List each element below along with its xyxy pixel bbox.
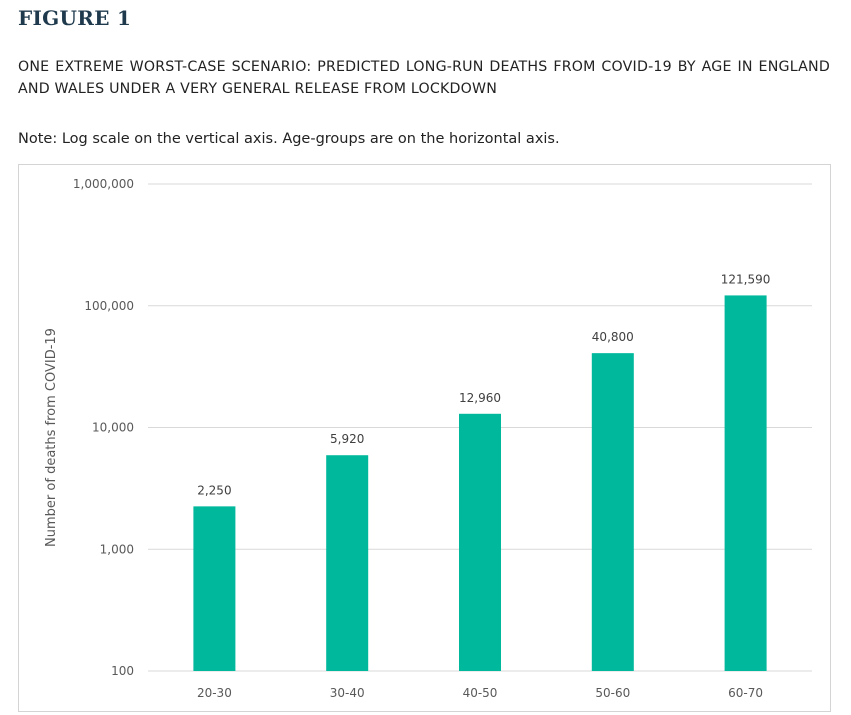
y-tick-label: 10,000 <box>92 421 134 435</box>
x-tick-label: 30-40 <box>330 686 365 700</box>
bar <box>591 353 634 671</box>
y-axis-title: Number of deaths from COVID-19 <box>44 328 59 547</box>
figure-label: FIGURE 1 <box>18 6 132 30</box>
x-tick-label: 50-60 <box>595 686 630 700</box>
data-label: 5,920 <box>330 432 364 446</box>
chart-title: ONE EXTREME WORST-CASE SCENARIO: PREDICT… <box>18 59 830 97</box>
data-label: 12,960 <box>459 391 501 405</box>
bar <box>459 413 501 671</box>
y-tick-label: 1,000,000 <box>73 177 134 191</box>
chart-frame <box>18 164 831 712</box>
y-tick-label: 1,000 <box>100 542 134 556</box>
data-label: 2,250 <box>197 483 231 497</box>
x-tick-label: 60-70 <box>728 686 763 700</box>
bar <box>724 295 767 671</box>
bar <box>326 455 369 671</box>
x-tick-label: 20-30 <box>197 686 232 700</box>
bar <box>193 506 236 671</box>
y-tick-label: 100 <box>111 664 134 678</box>
x-tick-label: 40-50 <box>463 686 498 700</box>
data-label: 40,800 <box>592 330 634 344</box>
data-label: 121,590 <box>721 272 771 286</box>
chart-note: Note: Log scale on the vertical axis. Ag… <box>18 131 560 147</box>
y-tick-label: 100,000 <box>84 299 134 313</box>
